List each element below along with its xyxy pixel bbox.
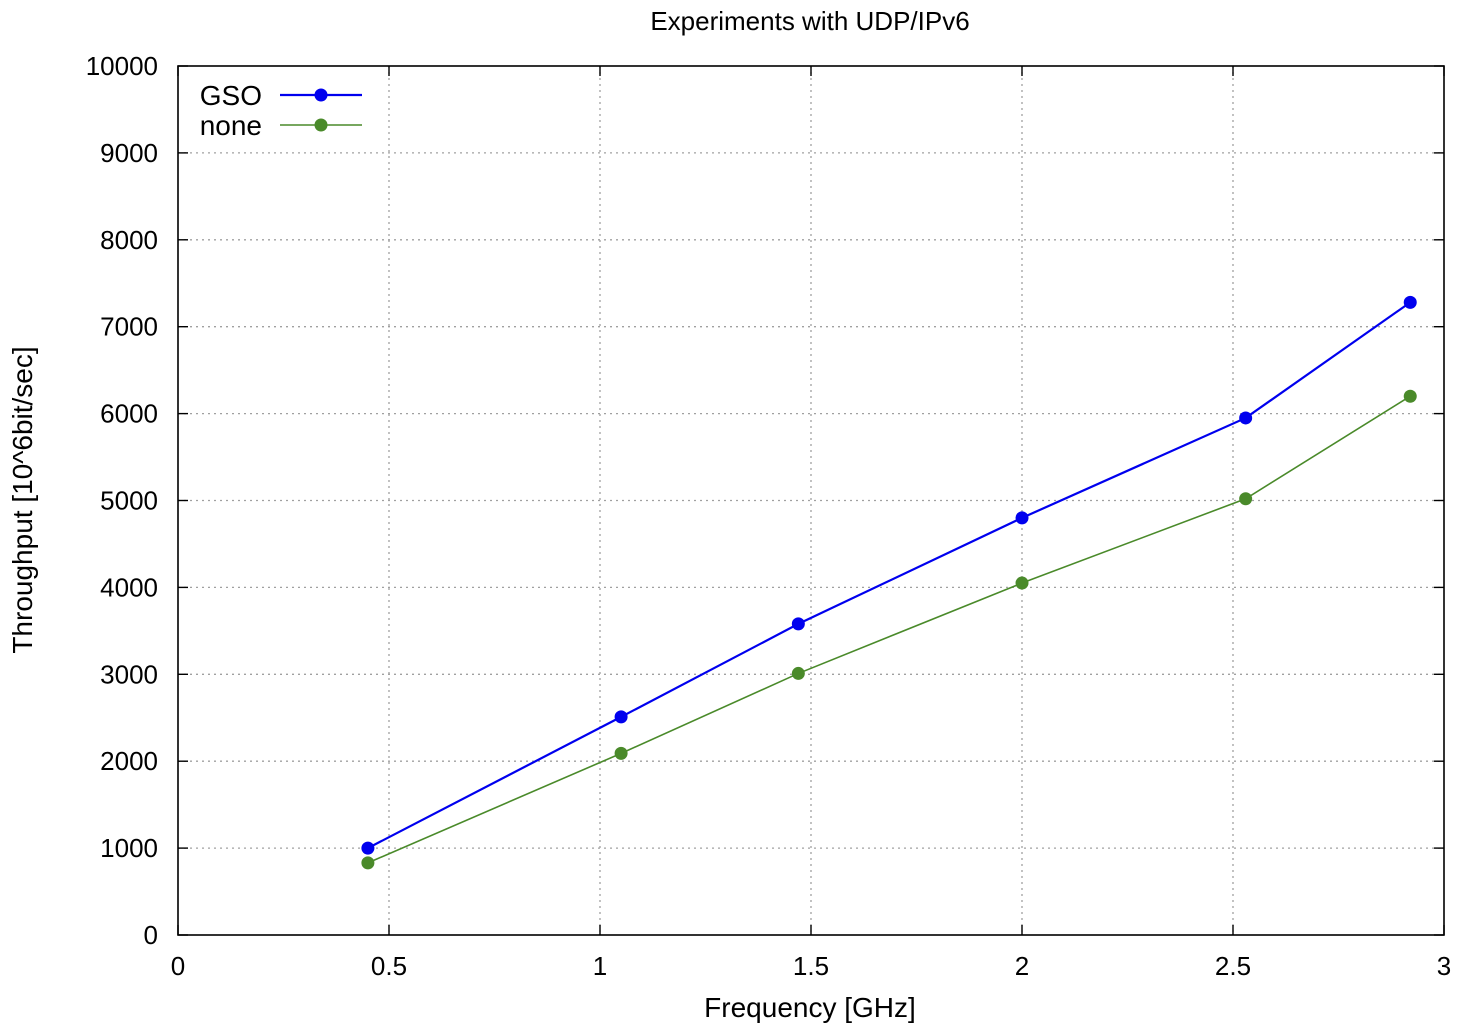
x-tick-label: 2: [1015, 951, 1029, 981]
data-point-none: [1015, 576, 1029, 590]
legend-marker: [314, 118, 328, 132]
series-gso: [361, 295, 1417, 855]
y-tick-label: 3000: [100, 659, 158, 689]
data-point-gso: [1015, 511, 1029, 525]
y-tick-label: 8000: [100, 225, 158, 255]
y-tick-label: 2000: [100, 746, 158, 776]
series-layer: [361, 295, 1417, 870]
x-tick-label: 3: [1437, 951, 1451, 981]
data-point-none: [361, 856, 375, 870]
x-tick-label: 1.5: [793, 951, 829, 981]
axis-ticks: 0 0.5 1 1.5 2 2.5 3 0 1000 2000 3000 4000 5000 6000 70…: [86, 51, 1452, 981]
data-point-none: [791, 666, 805, 680]
series-none: [361, 389, 1417, 870]
y-axis-label: Throughput [10^6bit/sec]: [7, 346, 38, 653]
data-point-gso: [1403, 295, 1417, 309]
x-axis-label: Frequency [GHz]: [704, 992, 916, 1023]
y-tick-label: 0: [144, 920, 158, 950]
data-point-gso: [614, 710, 628, 724]
grid-lines: [178, 66, 1444, 935]
y-tick-label: 10000: [86, 51, 158, 81]
x-tick-label: 2.5: [1215, 951, 1251, 981]
y-tick-label: 5000: [100, 486, 158, 516]
series-line-gso: [367, 301, 1411, 850]
chart-title: Experiments with UDP/IPv6: [650, 6, 969, 36]
legend-marker: [314, 88, 328, 102]
series-line-none: [367, 395, 1411, 864]
x-tick-label: 1: [593, 951, 607, 981]
x-tick-label: 0.5: [371, 951, 407, 981]
plot-frame: [177, 65, 1445, 936]
data-point-gso: [1239, 411, 1253, 425]
y-tick-label: 9000: [100, 138, 158, 168]
y-tick-label: 6000: [100, 399, 158, 429]
data-point-gso: [361, 841, 375, 855]
legend-label: none: [200, 110, 262, 141]
y-tick-label: 7000: [100, 312, 158, 342]
data-point-gso: [791, 617, 805, 631]
legend-item-gso: GSO: [200, 80, 362, 111]
legend-label: GSO: [200, 80, 262, 111]
x-tick-label: 0: [171, 951, 185, 981]
y-tick-label: 1000: [100, 833, 158, 863]
y-tick-label: 4000: [100, 572, 158, 602]
data-point-none: [1239, 492, 1253, 506]
legend-item-none: none: [200, 110, 362, 141]
data-point-none: [1403, 389, 1417, 403]
data-point-none: [614, 746, 628, 760]
